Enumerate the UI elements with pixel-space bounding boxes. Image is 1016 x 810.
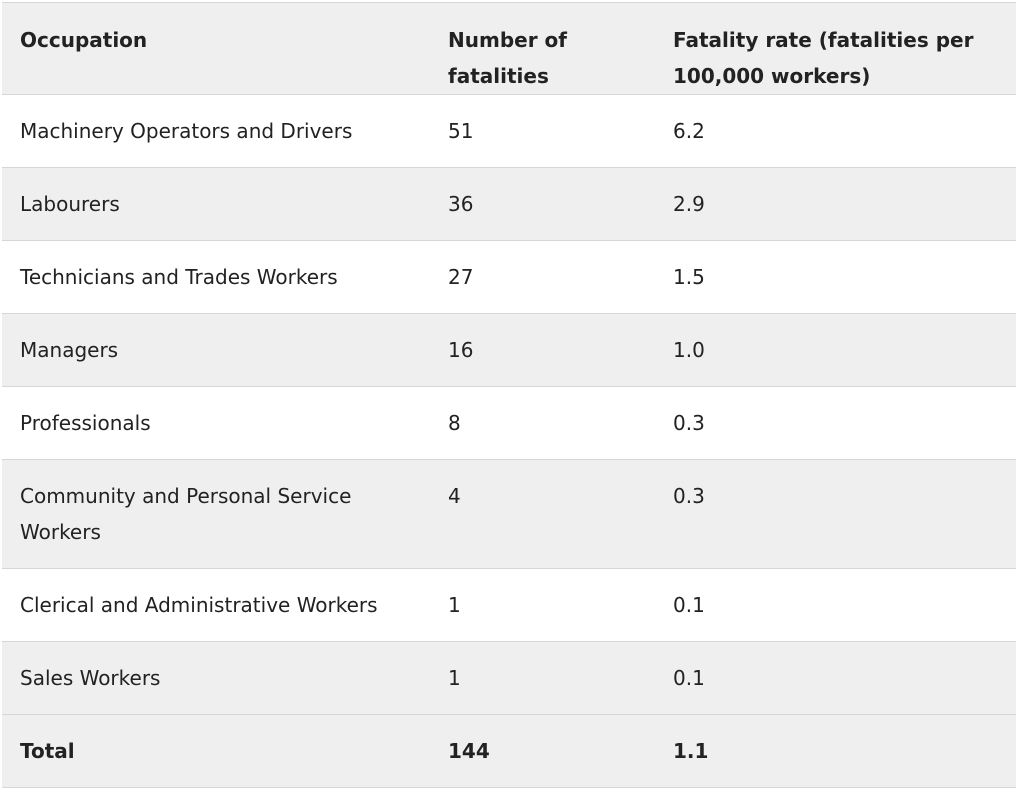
cell-fatalities: 8	[430, 386, 655, 460]
cell-fatalities: 16	[430, 313, 655, 387]
cell-fatalities: 51	[430, 94, 655, 168]
table-header-row: Occupation Number of fatalities Fatality…	[2, 2, 1016, 95]
cell-fatalities: 4	[430, 459, 655, 569]
total-fatality-rate: 1.1	[655, 714, 1016, 788]
cell-occupation: Labourers	[2, 167, 430, 241]
cell-occupation: Machinery Operators and Drivers	[2, 94, 430, 168]
cell-occupation: Professionals	[2, 386, 430, 460]
table-row: Sales Workers 1 0.1	[2, 641, 1016, 715]
fatalities-table-container: Occupation Number of fatalities Fatality…	[2, 2, 1016, 788]
cell-fatalities: 36	[430, 167, 655, 241]
table-row: Technicians and Trades Workers 27 1.5	[2, 240, 1016, 314]
header-number-of-fatalities: Number of fatalities	[430, 2, 655, 95]
cell-occupation: Sales Workers	[2, 641, 430, 715]
header-occupation: Occupation	[2, 2, 430, 95]
cell-fatalities: 1	[430, 641, 655, 715]
table-row: Community and Personal Service Workers 4…	[2, 459, 1016, 569]
cell-fatality-rate: 0.3	[655, 386, 1016, 460]
total-fatalities: 144	[430, 714, 655, 788]
cell-fatality-rate: 1.0	[655, 313, 1016, 387]
cell-fatality-rate: 1.5	[655, 240, 1016, 314]
cell-occupation: Technicians and Trades Workers	[2, 240, 430, 314]
fatalities-by-occupation-table: Occupation Number of fatalities Fatality…	[2, 2, 1016, 788]
cell-fatality-rate: 0.1	[655, 568, 1016, 642]
cell-occupation: Managers	[2, 313, 430, 387]
total-label: Total	[2, 714, 430, 788]
cell-fatality-rate: 0.1	[655, 641, 1016, 715]
table-row: Clerical and Administrative Workers 1 0.…	[2, 568, 1016, 642]
cell-fatality-rate: 6.2	[655, 94, 1016, 168]
cell-occupation: Community and Personal Service Workers	[2, 459, 430, 569]
table-row: Machinery Operators and Drivers 51 6.2	[2, 94, 1016, 168]
cell-fatality-rate: 0.3	[655, 459, 1016, 569]
table-total-row: Total 144 1.1	[2, 714, 1016, 788]
table-row: Professionals 8 0.3	[2, 386, 1016, 460]
table-row: Managers 16 1.0	[2, 313, 1016, 387]
cell-fatalities: 1	[430, 568, 655, 642]
table-row: Labourers 36 2.9	[2, 167, 1016, 241]
cell-fatalities: 27	[430, 240, 655, 314]
cell-occupation: Clerical and Administrative Workers	[2, 568, 430, 642]
cell-fatality-rate: 2.9	[655, 167, 1016, 241]
header-fatality-rate: Fatality rate (fatalities per 100,000 wo…	[655, 2, 1016, 95]
